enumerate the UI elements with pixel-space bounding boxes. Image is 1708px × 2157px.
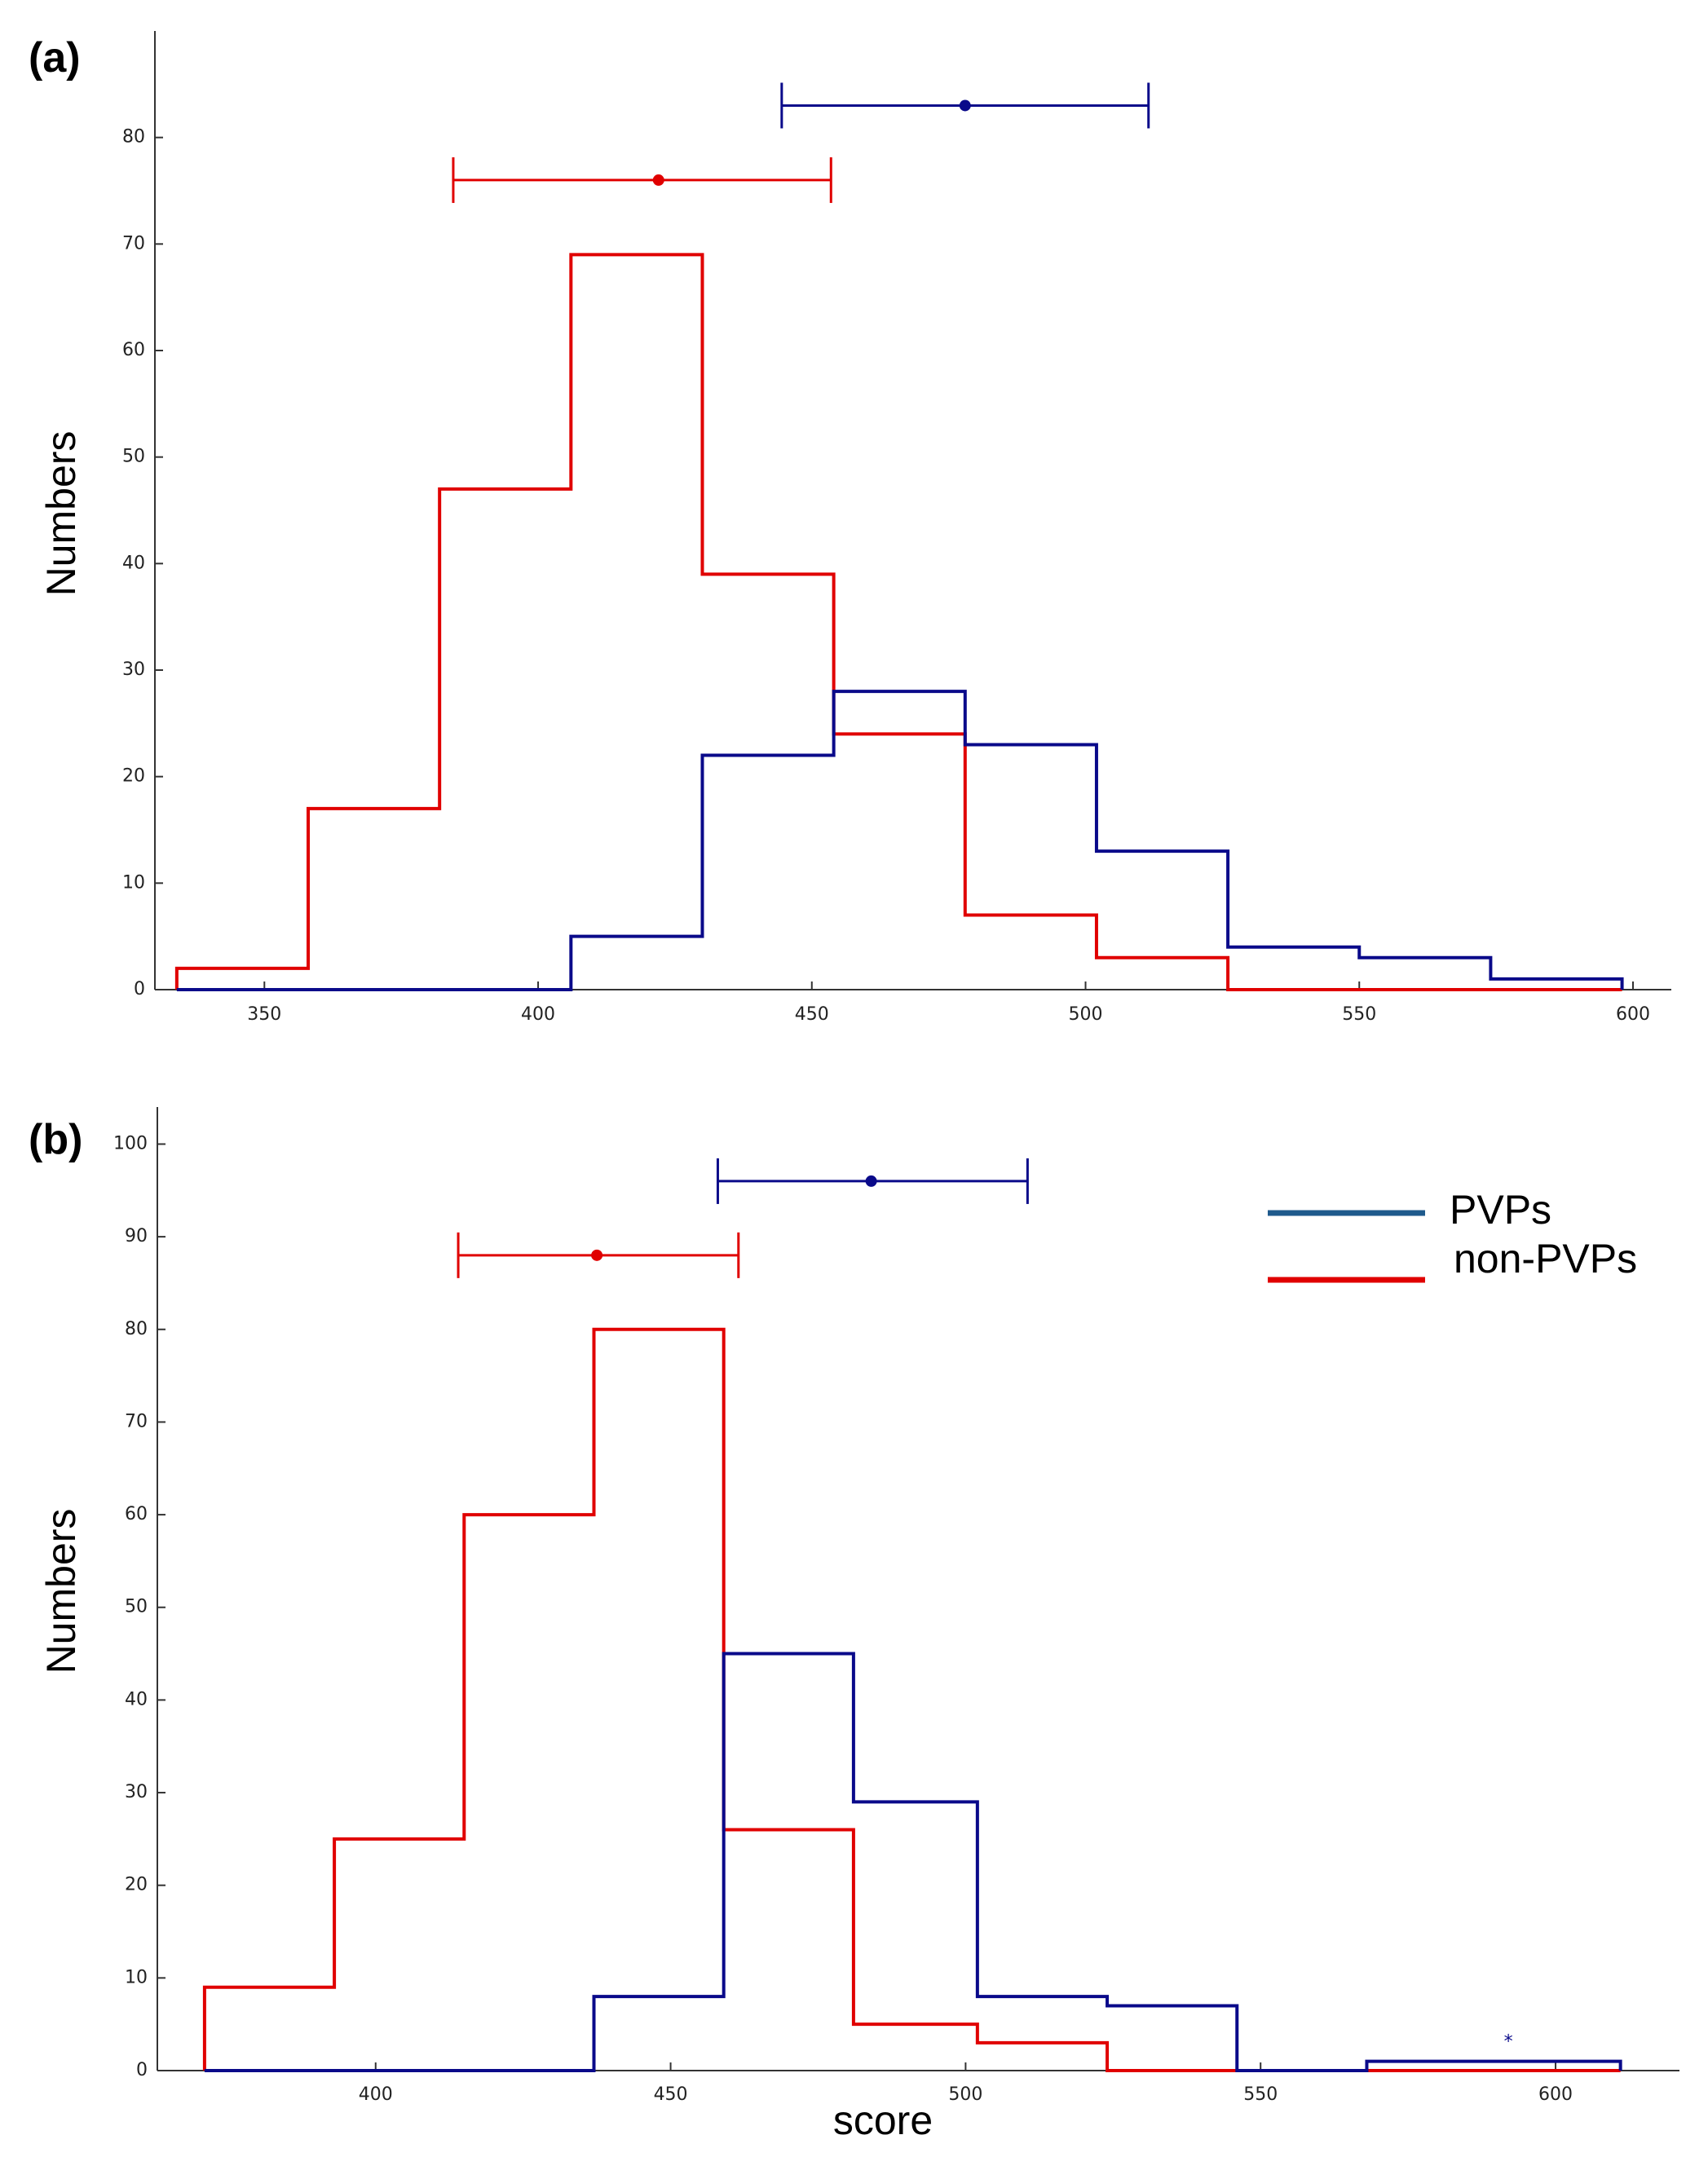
y-tick-label: 60 (122, 340, 145, 360)
y-tick-label: 20 (125, 1875, 148, 1895)
mean-point-non-pvps (591, 1249, 603, 1261)
y-tick-label: 20 (122, 766, 145, 787)
legend: PVPs non-PVPs (1268, 1187, 1637, 1283)
y-tick-label: 80 (122, 127, 145, 148)
y-tick-label: 30 (122, 659, 145, 680)
legend-label-pvps: PVPs (1450, 1187, 1551, 1233)
x-tick-label: 500 (1069, 1004, 1103, 1025)
x-tick-label: 600 (1616, 1004, 1650, 1025)
mean-point-non-pvps (652, 174, 664, 186)
legend-label-non-pvps: non-PVPs (1454, 1236, 1637, 1281)
panel-label-b: (b) (29, 1116, 82, 1163)
mean-point-pvps (959, 99, 971, 112)
y-tick-label: 30 (125, 1782, 148, 1802)
y-tick-label: 50 (122, 447, 145, 467)
x-tick-label: 500 (948, 2084, 982, 2105)
ylabel-b: Numbers (38, 1509, 84, 1674)
histogram-pvps (176, 690, 1624, 991)
x-tick-label: 550 (1342, 1004, 1376, 1025)
x-tick-label: 450 (654, 2084, 688, 2105)
ticks-b: 400 450 500 550 600 0 10 20 30 40 50 60 70 80 90 100 (113, 1133, 1573, 2105)
y-tick-label: 40 (125, 1689, 148, 1709)
y-tick-label: 0 (134, 979, 145, 999)
y-tick-label: 40 (122, 553, 145, 573)
ticks-a: 350 400 450 500 550 600 0 10 20 30 40 50 60 70 80 (122, 127, 1650, 1025)
panel-label-a: (a) (29, 34, 81, 82)
panel-a: (a) Numbers 350 400 450 500 550 600 0 10 20 30 40 5… (29, 31, 1671, 1025)
x-tick-label: 400 (359, 2084, 393, 2105)
panel-b: (b) Numbers score 400 450 500 550 600 0 10 20 30… (29, 1107, 1679, 2143)
mean-point-pvps (865, 1175, 877, 1187)
x-tick-label: 550 (1243, 2084, 1278, 2105)
xlabel-b: score (833, 2097, 933, 2143)
annotation-asterisk: * (1504, 2032, 1513, 2053)
y-tick-label: 100 (113, 1133, 148, 1153)
x-tick-label: 450 (795, 1004, 829, 1025)
histogram-pvps (204, 1652, 1622, 2072)
y-tick-label: 0 (136, 2060, 148, 2080)
y-tick-label: 80 (125, 1319, 148, 1339)
marks-b: * (202, 1158, 1622, 2072)
y-tick-label: 50 (125, 1597, 148, 1617)
y-tick-label: 60 (125, 1504, 148, 1524)
y-tick-label: 10 (125, 1967, 148, 1987)
y-tick-label: 10 (122, 872, 145, 893)
ylabel-a: Numbers (38, 431, 84, 597)
histogram-non-pvps (202, 1327, 1621, 2072)
axes-a (154, 31, 1671, 990)
axes-b (157, 1107, 1679, 2071)
y-tick-label: 90 (125, 1226, 148, 1246)
x-tick-label: 350 (247, 1004, 281, 1025)
x-tick-label: 400 (521, 1004, 555, 1025)
y-tick-label: 70 (122, 233, 145, 254)
x-tick-label: 600 (1538, 2084, 1573, 2105)
marks-a (174, 82, 1624, 991)
histogram-non-pvps (174, 253, 1622, 991)
y-tick-label: 70 (125, 1411, 148, 1431)
